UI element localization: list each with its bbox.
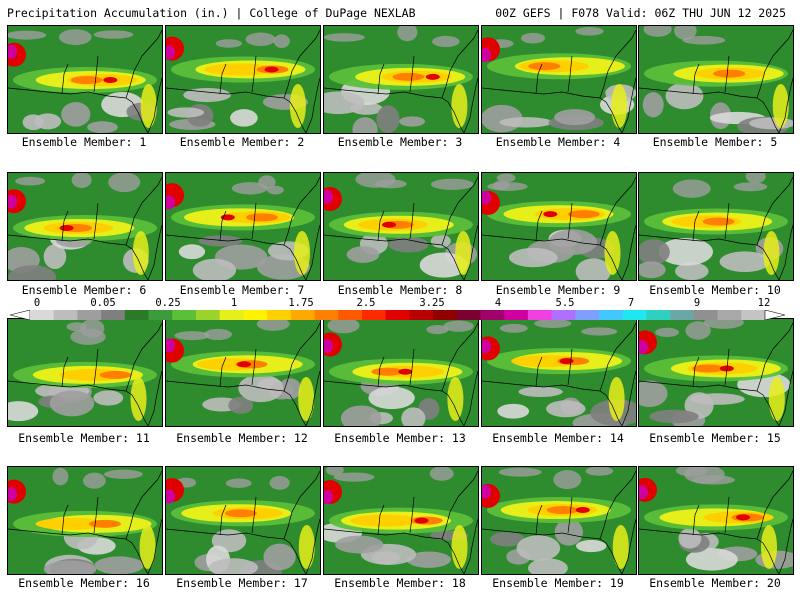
ensemble-member-label: Ensemble Member: 8 [337, 283, 463, 297]
ensemble-member-label: Ensemble Member: 12 [176, 431, 308, 445]
ensemble-member-map [165, 466, 321, 575]
colorbar-swatch [599, 310, 624, 320]
ensemble-member-map [481, 466, 637, 575]
colorbar-swatch [338, 310, 363, 320]
ensemble-member-map [7, 466, 163, 575]
ensemble-member-label: Ensemble Member: 7 [179, 283, 305, 297]
colorbar-swatch [480, 310, 505, 320]
colorbar-swatch [622, 310, 647, 320]
colorbar-swatch [433, 310, 458, 320]
ensemble-member-map [481, 318, 637, 427]
colorbar-swatch [267, 310, 292, 320]
ensemble-member-label: Ensemble Member: 17 [176, 576, 308, 590]
colorbar-tick-label: 5.5 [555, 297, 575, 309]
colorbar-tick-label: 7 [627, 297, 635, 309]
ensemble-member-map [7, 172, 163, 281]
colorbar-swatch [504, 310, 529, 320]
colorbar-swatch [148, 310, 173, 320]
map-title: Precipitation Accumulation (in.) | Colle… [7, 6, 416, 20]
precipitation-colorbar [10, 310, 785, 320]
ensemble-member-label: Ensemble Member: 2 [179, 135, 305, 149]
ensemble-member-map [638, 466, 794, 575]
colorbar-tick-label: 12 [757, 297, 771, 309]
colorbar-tick-label: 0.25 [155, 297, 181, 309]
colorbar-swatch [385, 310, 410, 320]
run-valid-time: 00Z GEFS | F078 Valid: 06Z THU JUN 12 20… [495, 6, 786, 20]
colorbar-swatch [243, 310, 268, 320]
colorbar-swatch [741, 310, 766, 320]
colorbar-tick-label: 1.75 [288, 297, 314, 309]
colorbar-tick-label: 0 [33, 297, 41, 309]
colorbar-swatch [361, 310, 386, 320]
colorbar-tick-label: 9 [693, 297, 701, 309]
ensemble-member-map [323, 318, 479, 427]
ensemble-member-label: Ensemble Member: 14 [492, 431, 624, 445]
colorbar-swatch [172, 310, 197, 320]
ensemble-member-label: Ensemble Member: 13 [334, 431, 466, 445]
ensemble-member-label: Ensemble Member: 11 [18, 431, 150, 445]
ensemble-member-map [481, 25, 637, 134]
colorbar-swatch [195, 310, 220, 320]
colorbar-swatch [314, 310, 339, 320]
ensemble-member-label: Ensemble Member: 9 [495, 283, 621, 297]
ensemble-member-map [165, 318, 321, 427]
colorbar-swatch [290, 310, 315, 320]
ensemble-member-map [638, 25, 794, 134]
ensemble-member-map [323, 172, 479, 281]
ensemble-member-map [323, 466, 479, 575]
ensemble-member-map [7, 25, 163, 134]
colorbar-tick-label: 2.5 [356, 297, 376, 309]
ensemble-member-label: Ensemble Member: 19 [492, 576, 624, 590]
ensemble-member-map [481, 172, 637, 281]
colorbar-swatch [693, 310, 718, 320]
colorbar-swatch [456, 310, 481, 320]
ensemble-member-label: Ensemble Member: 16 [18, 576, 150, 590]
colorbar-swatch [551, 310, 576, 320]
colorbar-swatch [219, 310, 244, 320]
colorbar-swatch [646, 310, 671, 320]
colorbar-swatch [53, 310, 78, 320]
ensemble-member-map [7, 318, 163, 427]
colorbar-swatch [670, 310, 695, 320]
colorbar-swatch [77, 310, 102, 320]
colorbar-swatch [527, 310, 552, 320]
ensemble-member-map [165, 172, 321, 281]
ensemble-member-map [638, 172, 794, 281]
colorbar-min-arrow [10, 310, 31, 320]
ensemble-member-map [638, 318, 794, 427]
ensemble-member-label: Ensemble Member: 6 [21, 283, 147, 297]
ensemble-member-map [165, 25, 321, 134]
ensemble-member-label: Ensemble Member: 10 [649, 283, 781, 297]
colorbar-max-arrow [764, 310, 785, 320]
colorbar-tick-label: 0.05 [90, 297, 116, 309]
ensemble-member-label: Ensemble Member: 20 [649, 576, 781, 590]
colorbar-swatch [575, 310, 600, 320]
ensemble-member-label: Ensemble Member: 1 [21, 135, 147, 149]
colorbar-swatch [124, 310, 149, 320]
ensemble-member-label: Ensemble Member: 3 [337, 135, 463, 149]
colorbar-swatch [101, 310, 126, 320]
ensemble-member-label: Ensemble Member: 15 [649, 431, 781, 445]
colorbar-tick-label: 4 [494, 297, 502, 309]
colorbar-tick-label: 1 [230, 297, 238, 309]
colorbar-swatch [30, 310, 55, 320]
colorbar-tick-label: 3.25 [419, 297, 445, 309]
colorbar-swatch [717, 310, 742, 320]
ensemble-member-label: Ensemble Member: 18 [334, 576, 466, 590]
ensemble-member-label: Ensemble Member: 4 [495, 135, 621, 149]
ensemble-member-label: Ensemble Member: 5 [652, 135, 778, 149]
colorbar-swatch [409, 310, 434, 320]
ensemble-member-map [323, 25, 479, 134]
